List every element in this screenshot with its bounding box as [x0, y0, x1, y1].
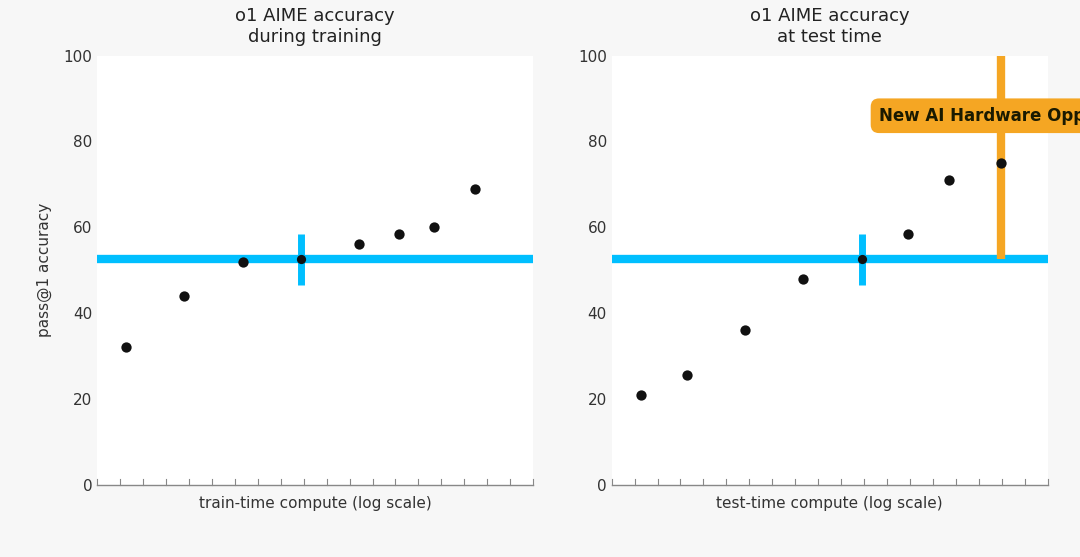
Title: o1 AIME accuracy
during training: o1 AIME accuracy during training [235, 7, 395, 46]
Point [900, 229, 917, 238]
Point [853, 255, 870, 264]
X-axis label: test-time compute (log scale): test-time compute (log scale) [716, 496, 943, 511]
Point [795, 274, 812, 283]
Point [941, 175, 958, 184]
Text: New AI Hardware Opportunities: New AI Hardware Opportunities [879, 107, 1080, 125]
Point [292, 255, 309, 264]
Point [350, 240, 367, 249]
Point [176, 291, 193, 300]
X-axis label: train-time compute (log scale): train-time compute (log scale) [199, 496, 432, 511]
Point [118, 343, 135, 352]
Point [234, 257, 252, 266]
Title: o1 AIME accuracy
at test time: o1 AIME accuracy at test time [750, 7, 909, 46]
Point [678, 371, 696, 380]
Point [737, 326, 754, 335]
Point [467, 184, 484, 193]
Point [632, 390, 649, 399]
Point [426, 223, 443, 232]
Point [391, 229, 408, 238]
Y-axis label: pass@1 accuracy: pass@1 accuracy [37, 203, 52, 338]
Point [993, 158, 1010, 167]
